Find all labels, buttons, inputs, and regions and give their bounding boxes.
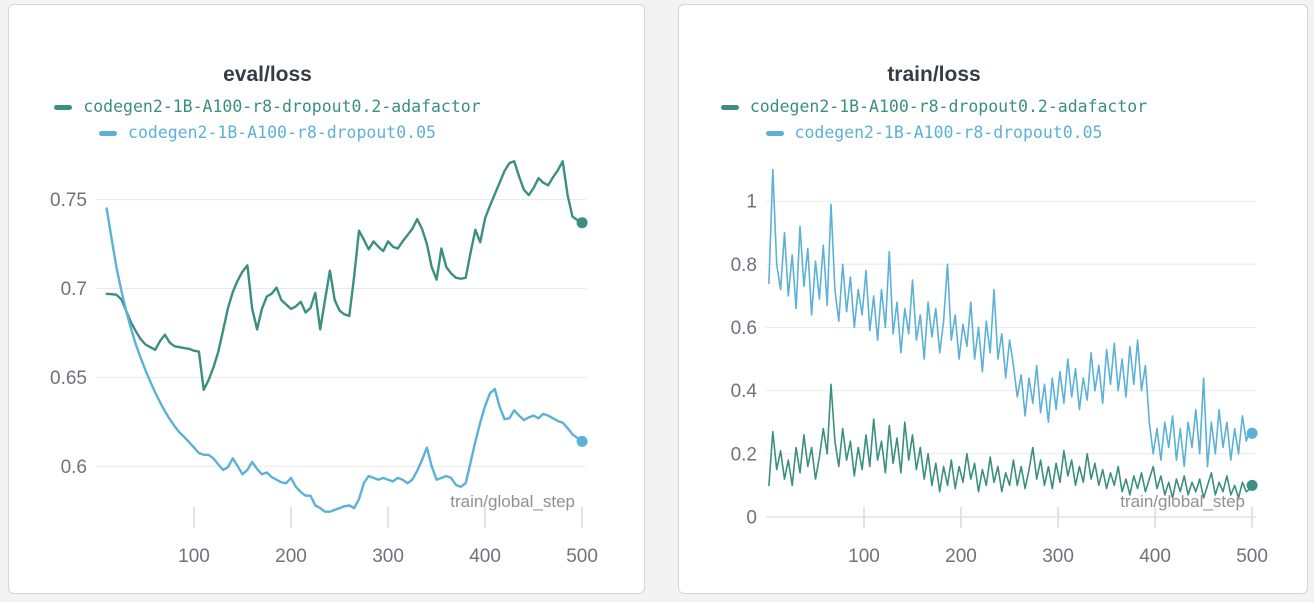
train-loss-plot[interactable]: 1 0.8 0.6 0.4 0.2 0 100 200 300 400 500 train/globa… <box>679 155 1309 571</box>
svg-text:train/global_step: train/global_step <box>450 492 575 511</box>
legend-swatch <box>765 130 784 136</box>
train-loss-header: train/loss codegen2-1B-A100-r8-dropout0.… <box>679 5 1189 146</box>
legend-label: codegen2-1B-A100-r8-dropout0.2-adafactor <box>749 97 1148 116</box>
svg-text:300: 300 <box>372 546 404 567</box>
svg-text:0.8: 0.8 <box>731 255 757 276</box>
svg-text:0.4: 0.4 <box>731 381 758 402</box>
legend-swatch <box>99 130 118 136</box>
legend-label: codegen2-1B-A100-r8-dropout0.05 <box>794 123 1103 142</box>
svg-text:200: 200 <box>275 546 307 567</box>
svg-text:400: 400 <box>1139 546 1171 567</box>
svg-text:500: 500 <box>566 546 598 567</box>
panel-train-loss[interactable]: train/loss codegen2-1B-A100-r8-dropout0.… <box>678 4 1308 594</box>
svg-text:500: 500 <box>1236 546 1268 567</box>
panel-eval-loss[interactable]: eval/loss codegen2-1B-A100-r8-dropout0.2… <box>8 4 645 594</box>
svg-text:train/global_step: train/global_step <box>1120 492 1245 511</box>
chart-legend: codegen2-1B-A100-r8-dropout0.2-adafactor… <box>720 94 1148 146</box>
svg-text:0.6: 0.6 <box>731 318 757 339</box>
svg-text:100: 100 <box>178 546 210 567</box>
chart-title: train/loss <box>887 63 981 86</box>
svg-text:1: 1 <box>746 192 757 213</box>
svg-text:300: 300 <box>1042 546 1074 567</box>
svg-text:200: 200 <box>945 546 977 567</box>
svg-text:0.6: 0.6 <box>61 457 87 478</box>
legend-item: codegen2-1B-A100-r8-dropout0.05 <box>99 120 436 146</box>
svg-text:0.65: 0.65 <box>50 368 87 389</box>
svg-text:400: 400 <box>469 546 501 567</box>
svg-text:0.7: 0.7 <box>61 279 87 300</box>
eval-loss-plot[interactable]: 0.75 0.7 0.65 0.6 100 200 300 400 500 train/globa… <box>9 155 639 571</box>
svg-text:100: 100 <box>848 546 880 567</box>
legend-label: codegen2-1B-A100-r8-dropout0.05 <box>128 123 436 142</box>
chart-title: eval/loss <box>223 63 312 86</box>
legend-item: codegen2-1B-A100-r8-dropout0.2-adafactor <box>720 94 1148 120</box>
legend-item: codegen2-1B-A100-r8-dropout0.2-adafactor <box>54 94 481 120</box>
legend-item: codegen2-1B-A100-r8-dropout0.05 <box>765 120 1103 146</box>
legend-swatch <box>54 104 73 110</box>
svg-text:0: 0 <box>746 508 757 529</box>
eval-loss-header: eval/loss codegen2-1B-A100-r8-dropout0.2… <box>9 5 526 146</box>
chart-legend: codegen2-1B-A100-r8-dropout0.2-adafactor… <box>54 94 481 146</box>
legend-swatch <box>720 104 739 110</box>
svg-text:0.75: 0.75 <box>50 190 87 211</box>
svg-text:0.2: 0.2 <box>731 444 757 465</box>
legend-label: codegen2-1B-A100-r8-dropout0.2-adafactor <box>83 97 481 116</box>
